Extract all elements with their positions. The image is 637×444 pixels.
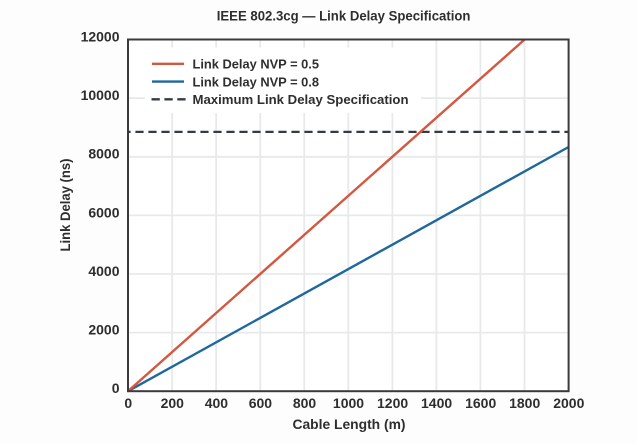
svg-text:0: 0 xyxy=(112,380,120,396)
svg-text:Maximum Link Delay Specificati: Maximum Link Delay Specification xyxy=(193,92,409,107)
svg-text:600: 600 xyxy=(249,395,273,411)
svg-text:Link Delay (ns): Link Delay (ns) xyxy=(57,159,73,252)
svg-text:800: 800 xyxy=(293,395,317,411)
svg-text:1600: 1600 xyxy=(465,395,496,411)
svg-text:Cable Length (m): Cable Length (m) xyxy=(293,416,406,432)
svg-text:IEEE 802.3cg — Link Delay Spec: IEEE 802.3cg — Link Delay Specification xyxy=(217,9,471,24)
svg-text:1000: 1000 xyxy=(333,395,364,411)
svg-text:8000: 8000 xyxy=(88,146,119,162)
svg-text:10000: 10000 xyxy=(81,87,120,103)
svg-text:Link Delay NVP = 0.5: Link Delay NVP = 0.5 xyxy=(193,57,320,72)
svg-text:0: 0 xyxy=(124,395,132,411)
svg-text:2000: 2000 xyxy=(553,395,584,411)
svg-text:200: 200 xyxy=(161,395,185,411)
svg-text:Link Delay NVP = 0.8: Link Delay NVP = 0.8 xyxy=(193,74,320,89)
svg-text:1200: 1200 xyxy=(377,395,408,411)
svg-text:1800: 1800 xyxy=(509,395,540,411)
svg-text:2000: 2000 xyxy=(88,322,119,338)
svg-text:6000: 6000 xyxy=(88,204,119,220)
svg-text:400: 400 xyxy=(205,395,229,411)
svg-text:4000: 4000 xyxy=(88,263,119,279)
svg-text:1400: 1400 xyxy=(421,395,452,411)
svg-text:12000: 12000 xyxy=(81,29,120,45)
